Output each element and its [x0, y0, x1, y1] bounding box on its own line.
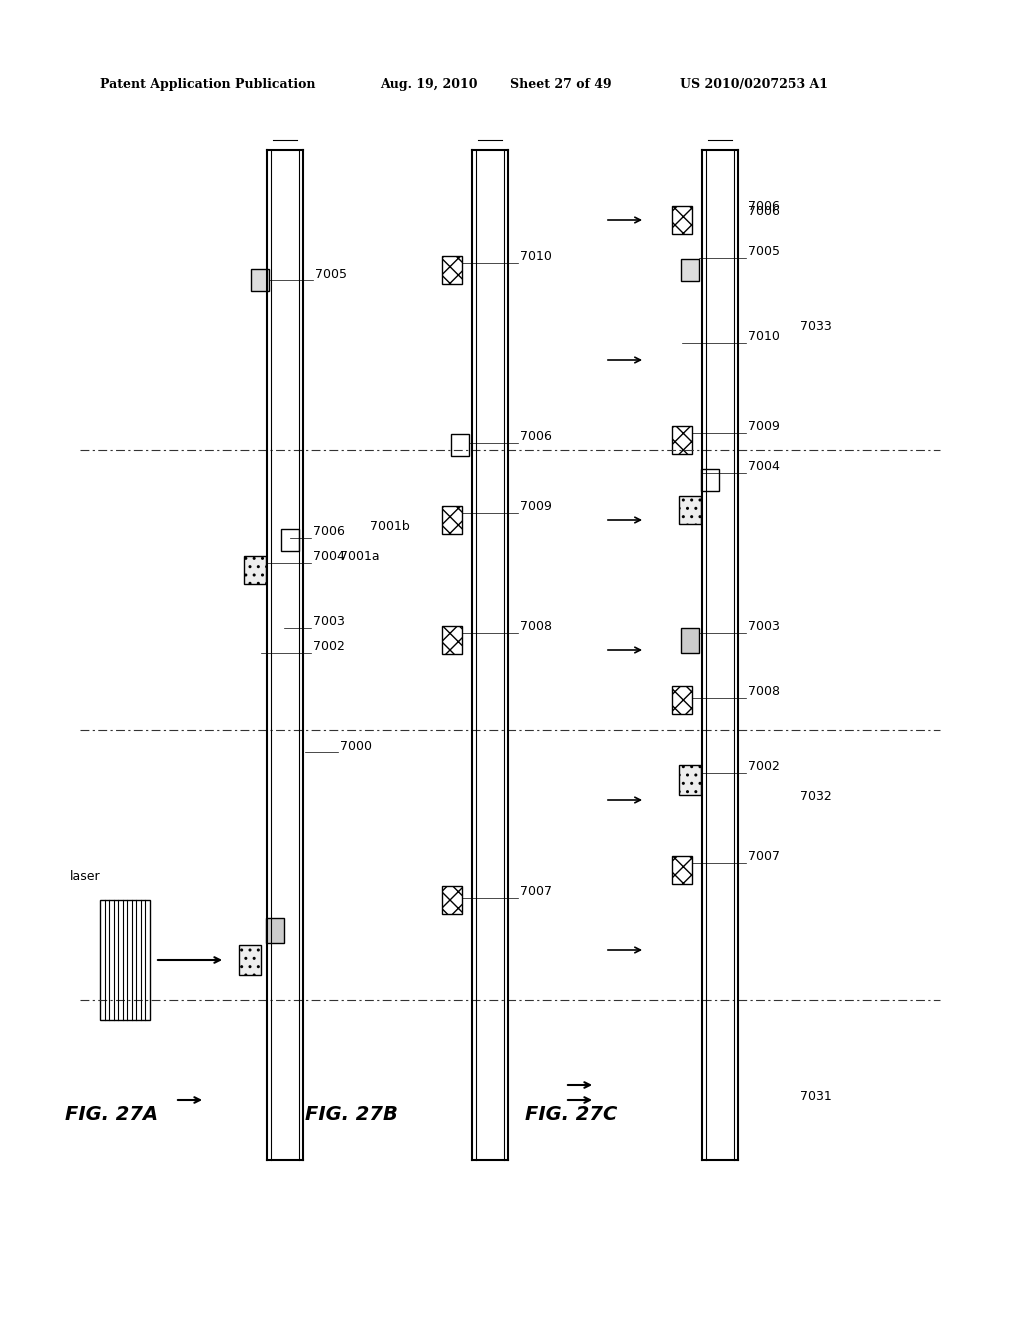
Text: 7010: 7010: [520, 249, 552, 263]
Bar: [679, 766, 701, 795]
Bar: [442, 626, 462, 653]
Text: 7008: 7008: [520, 620, 552, 634]
Bar: [266, 917, 284, 942]
Bar: [281, 529, 299, 550]
Text: 7033: 7033: [800, 319, 831, 333]
Text: FIG. 27C: FIG. 27C: [525, 1105, 617, 1125]
Text: 7008: 7008: [748, 685, 780, 698]
Bar: [672, 686, 692, 714]
Bar: [672, 426, 692, 454]
Text: 7006: 7006: [748, 201, 780, 213]
Text: 7006: 7006: [313, 525, 345, 539]
Text: 7002: 7002: [748, 760, 780, 774]
Text: 7010: 7010: [748, 330, 780, 343]
Text: Sheet 27 of 49: Sheet 27 of 49: [510, 78, 611, 91]
Bar: [701, 469, 719, 491]
Bar: [239, 945, 261, 975]
Text: 7005: 7005: [315, 268, 347, 281]
Text: 7005: 7005: [748, 246, 780, 257]
Text: 7006: 7006: [520, 430, 552, 444]
Text: FIG. 27A: FIG. 27A: [65, 1105, 158, 1125]
Bar: [672, 206, 692, 234]
Text: 7000: 7000: [340, 741, 372, 752]
Text: 7006: 7006: [748, 205, 780, 218]
Bar: [681, 627, 699, 652]
Bar: [442, 256, 462, 284]
Text: laser: laser: [70, 870, 100, 883]
Bar: [681, 259, 699, 281]
Text: US 2010/0207253 A1: US 2010/0207253 A1: [680, 78, 828, 91]
Text: 7004: 7004: [748, 459, 780, 473]
Text: Aug. 19, 2010: Aug. 19, 2010: [380, 78, 477, 91]
Text: 7002: 7002: [313, 640, 345, 653]
Text: 7007: 7007: [520, 884, 552, 898]
Bar: [251, 269, 269, 290]
Text: 7009: 7009: [748, 420, 780, 433]
Bar: [244, 556, 266, 583]
Text: 7003: 7003: [748, 620, 780, 634]
Text: 7003: 7003: [313, 615, 345, 628]
Bar: [442, 506, 462, 535]
Text: 7001b: 7001b: [370, 520, 410, 533]
Text: 7031: 7031: [800, 1090, 831, 1104]
Bar: [679, 496, 701, 524]
Text: Patent Application Publication: Patent Application Publication: [100, 78, 315, 91]
Text: FIG. 27B: FIG. 27B: [305, 1105, 398, 1125]
Text: 7007: 7007: [748, 850, 780, 863]
Text: 7004: 7004: [313, 550, 345, 564]
Text: 7009: 7009: [520, 500, 552, 513]
Bar: [672, 855, 692, 884]
Bar: [100, 900, 150, 1020]
Bar: [451, 434, 469, 455]
Bar: [442, 886, 462, 913]
Text: 7001a: 7001a: [340, 550, 380, 564]
Text: 7032: 7032: [800, 789, 831, 803]
